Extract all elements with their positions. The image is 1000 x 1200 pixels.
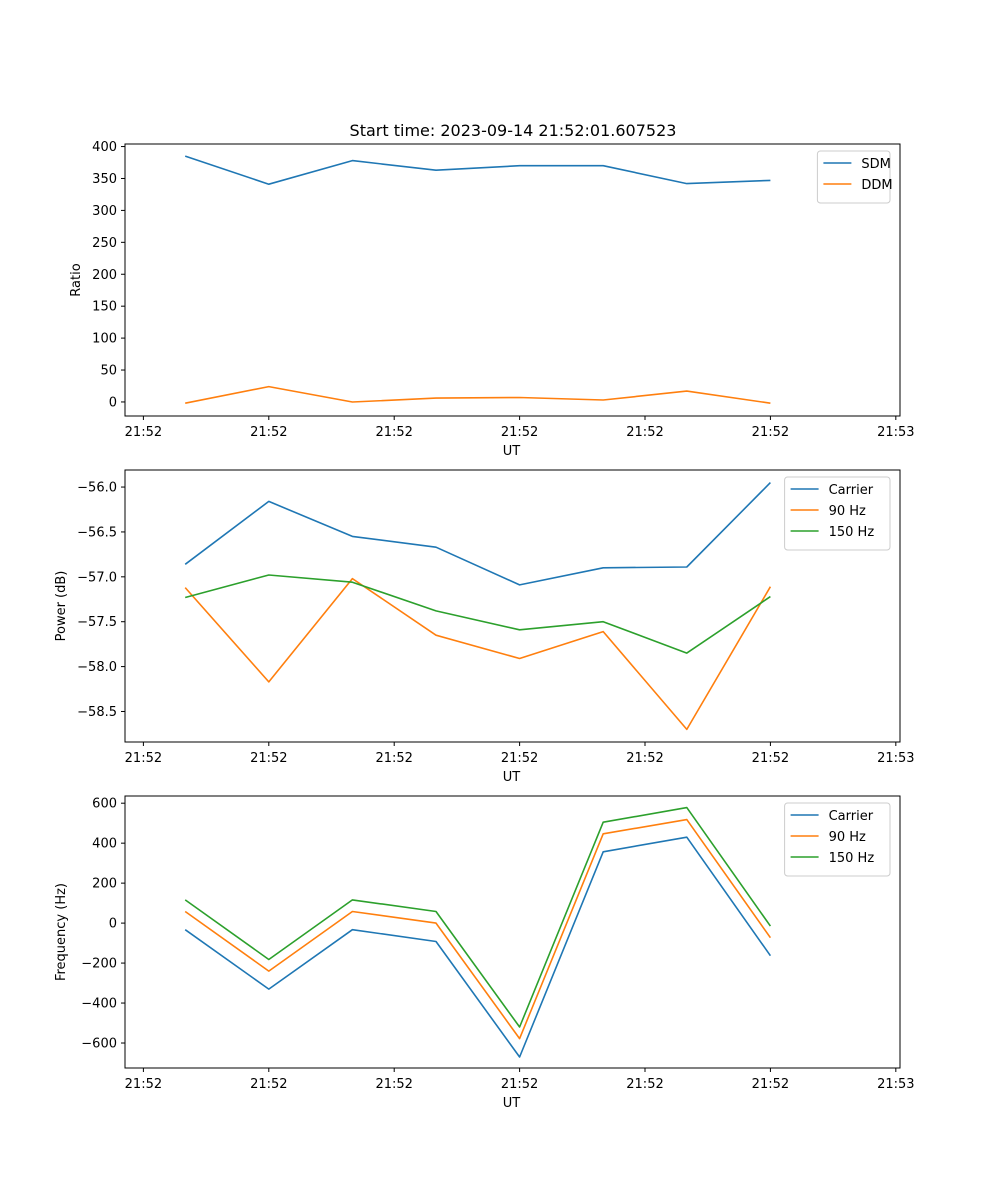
series-line-90-hz bbox=[184, 577, 772, 731]
x-tick-label: 21:52 bbox=[250, 425, 287, 440]
x-axis-label: UT bbox=[503, 1096, 521, 1111]
y-tick-label: −57.5 bbox=[77, 615, 117, 630]
legend-entry: Carrier bbox=[829, 809, 874, 824]
x-tick-label: 21:52 bbox=[752, 425, 789, 440]
y-tick-label: −57.0 bbox=[77, 570, 117, 585]
subplot-3: 21:52 21:52 21:52 21:52 21:52 21:52 21:53 −600 −… bbox=[54, 795, 915, 1111]
y-tick-label: 350 bbox=[92, 172, 117, 187]
figure-title: Start time: 2023-09-14 21:52:01.607523 bbox=[350, 121, 677, 140]
y-tick-label: 200 bbox=[92, 877, 117, 892]
series-line-ddm bbox=[185, 385, 771, 404]
legend-entry: 90 Hz bbox=[829, 504, 866, 519]
axes-frame bbox=[124, 795, 901, 1069]
y-tick-label: 100 bbox=[92, 332, 117, 347]
legend: Carrier 90 Hz 150 Hz bbox=[784, 476, 891, 551]
legend: SDM DDM bbox=[816, 150, 893, 204]
legend-entry: SDM bbox=[861, 157, 890, 172]
y-tick-label: 400 bbox=[92, 837, 117, 852]
legend: Carrier 90 Hz 150 Hz bbox=[784, 802, 891, 877]
series-line-carrier bbox=[184, 836, 772, 1058]
subplot-1: 21:52 21:52 21:52 21:52 21:52 21:52 21:53 0 50 10… bbox=[69, 140, 915, 459]
x-axis-label: UT bbox=[503, 444, 521, 459]
legend-entry: 150 Hz bbox=[829, 851, 875, 866]
x-tick-label: 21:52 bbox=[626, 751, 663, 766]
series-line-150-hz bbox=[184, 574, 771, 654]
x-axis-label: UT bbox=[503, 770, 521, 785]
legend-box bbox=[816, 150, 891, 204]
y-tick-label: 300 bbox=[92, 204, 117, 219]
legend-entry: 150 Hz bbox=[829, 525, 875, 540]
x-tick-label: 21:52 bbox=[752, 751, 789, 766]
x-tick-label: 21:52 bbox=[626, 1077, 663, 1092]
x-tick-label: 21:52 bbox=[501, 425, 538, 440]
x-tick-label: 21:53 bbox=[877, 425, 914, 440]
legend-entry: DDM bbox=[861, 178, 892, 193]
axes-frame bbox=[124, 143, 901, 417]
y-axis-label: Frequency (Hz) bbox=[54, 883, 69, 981]
x-tick-label: 21:52 bbox=[125, 751, 162, 766]
y-tick-label: −56.0 bbox=[77, 481, 117, 496]
y-tick-label: 0 bbox=[109, 395, 117, 410]
x-tick-label: 21:52 bbox=[250, 1077, 287, 1092]
y-tick-label: 0 bbox=[109, 917, 117, 932]
y-tick-label: 150 bbox=[92, 300, 117, 315]
series-line-150-hz bbox=[184, 806, 772, 1028]
x-tick-label: 21:52 bbox=[250, 751, 287, 766]
y-tick-label: 200 bbox=[92, 268, 117, 283]
x-tick-label: 21:52 bbox=[501, 1077, 538, 1092]
y-tick-label: −56.5 bbox=[77, 525, 117, 540]
series-line-sdm bbox=[184, 155, 771, 185]
x-tick-label: 21:52 bbox=[375, 425, 412, 440]
axes-frame bbox=[124, 469, 901, 743]
y-axis-label: Power (dB) bbox=[54, 571, 69, 642]
y-tick-label: −200 bbox=[81, 957, 117, 972]
x-tick-label: 21:52 bbox=[125, 1077, 162, 1092]
y-axis-label: Ratio bbox=[69, 263, 84, 296]
series-line-90-hz bbox=[184, 818, 772, 1040]
x-tick-label: 21:53 bbox=[877, 751, 914, 766]
x-tick-label: 21:52 bbox=[375, 751, 412, 766]
y-tick-label: 50 bbox=[100, 364, 117, 379]
series-line-carrier bbox=[184, 482, 771, 586]
x-tick-label: 21:52 bbox=[501, 751, 538, 766]
legend-entry: Carrier bbox=[829, 483, 874, 498]
plots: 21:52 21:52 21:52 21:52 21:52 21:52 21:53 0 50 10… bbox=[54, 140, 915, 1111]
y-tick-label: 600 bbox=[92, 797, 117, 812]
subplot-2: 21:52 21:52 21:52 21:52 21:52 21:52 21:53 −58.5… bbox=[54, 469, 915, 785]
y-tick-label: −58.0 bbox=[77, 660, 117, 675]
x-tick-label: 21:53 bbox=[877, 1077, 914, 1092]
y-tick-label: 250 bbox=[92, 236, 117, 251]
legend-entry: 90 Hz bbox=[829, 830, 866, 845]
y-tick-label: −58.5 bbox=[77, 705, 117, 720]
x-tick-label: 21:52 bbox=[125, 425, 162, 440]
x-tick-label: 21:52 bbox=[375, 1077, 412, 1092]
y-tick-label: −400 bbox=[81, 997, 117, 1012]
y-tick-label: −600 bbox=[81, 1037, 117, 1052]
x-tick-label: 21:52 bbox=[752, 1077, 789, 1092]
x-tick-label: 21:52 bbox=[626, 425, 663, 440]
y-tick-label: 400 bbox=[92, 140, 117, 155]
